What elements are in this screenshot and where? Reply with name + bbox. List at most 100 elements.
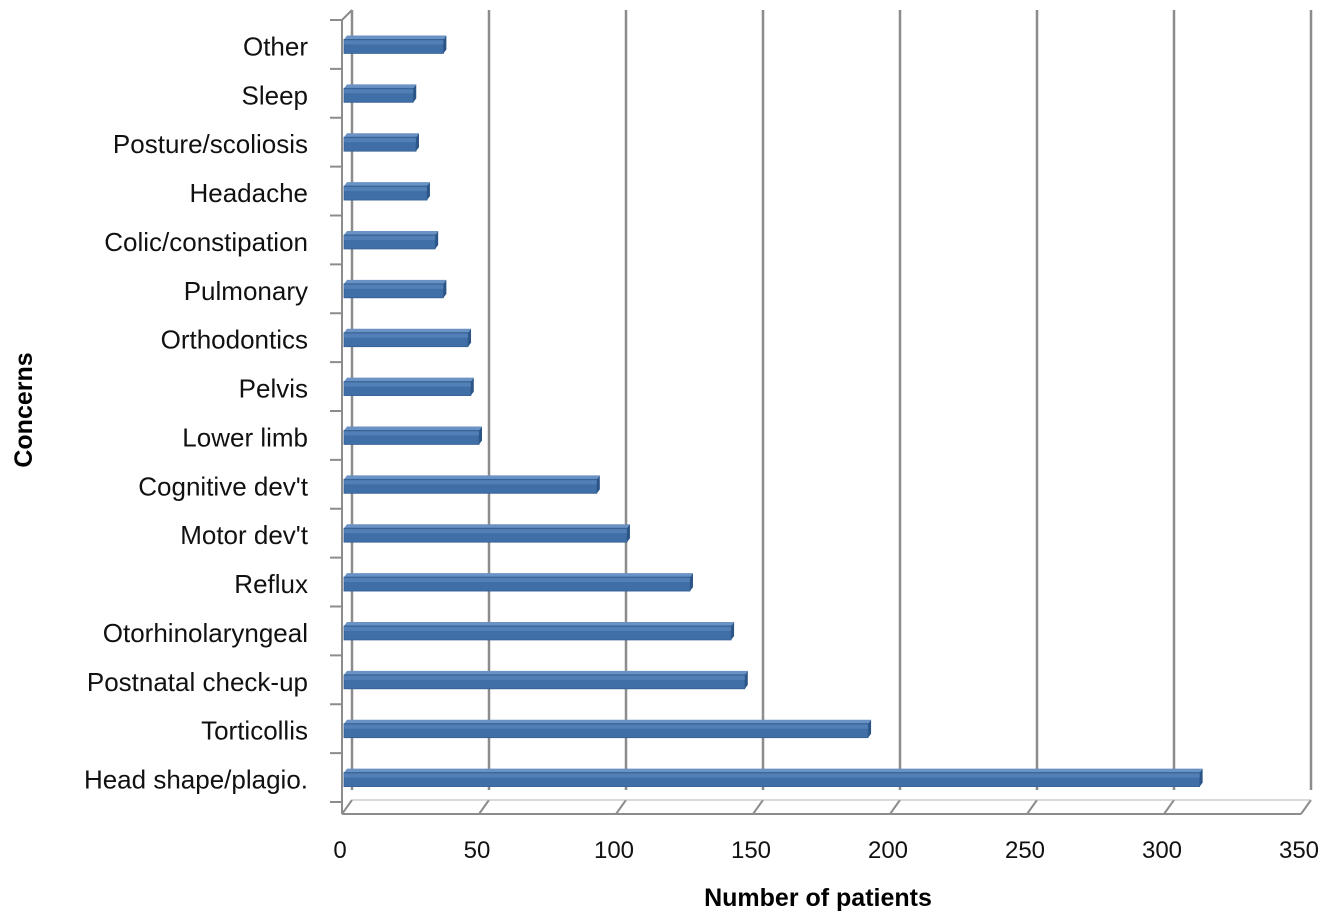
bar xyxy=(343,84,417,103)
floor-tick xyxy=(1026,799,1038,815)
bar-top-face xyxy=(344,768,1203,773)
bar-highlight xyxy=(344,529,627,534)
bar-top-face xyxy=(344,670,748,675)
bar-highlight xyxy=(344,578,690,583)
bar xyxy=(343,573,693,592)
category-label: Head shape/plagio. xyxy=(84,765,308,795)
category-label: Motor dev't xyxy=(180,520,309,550)
y-axis-top-edge xyxy=(341,9,353,21)
bar-highlight xyxy=(344,431,479,436)
bar xyxy=(343,328,472,348)
bar-top-face xyxy=(344,230,439,235)
x-tick-label: 150 xyxy=(731,837,771,864)
bar xyxy=(343,133,419,152)
x-tick-labels: 0 50 100 150 200 250 300 350 xyxy=(333,837,1319,864)
bar-side-face xyxy=(744,670,748,689)
bar-top-face xyxy=(344,133,419,138)
gridlines xyxy=(341,10,1313,815)
bar-top-face xyxy=(344,573,693,578)
bars xyxy=(343,35,1203,787)
bar-side-face xyxy=(626,524,630,543)
bar-highlight xyxy=(344,724,869,729)
bar xyxy=(343,768,1203,787)
category-label: Colic/constipation xyxy=(104,227,308,257)
category-labels: Head shape/plagio. Torticollis Postnatal c… xyxy=(84,31,309,794)
bar-top-face xyxy=(344,35,447,40)
bar-side-face xyxy=(443,35,447,54)
y-axis-title: Concerns xyxy=(10,352,38,467)
bar-top-face xyxy=(344,84,417,89)
bar-side-face xyxy=(479,426,482,445)
category-label: Cognitive dev't xyxy=(138,471,309,501)
bar xyxy=(343,377,474,396)
category-label: Posture/scoliosis xyxy=(113,129,308,159)
floor-tick xyxy=(615,799,627,815)
bar-highlight xyxy=(344,235,436,240)
bar-top-face xyxy=(344,524,630,529)
bar-side-face xyxy=(443,279,447,298)
bar-side-face xyxy=(426,182,430,201)
bar xyxy=(343,230,439,250)
bar-top-face xyxy=(344,719,872,724)
bar-top-face xyxy=(344,328,472,333)
category-label: Headache xyxy=(189,178,308,208)
bar-highlight xyxy=(344,382,471,387)
x-tick-label: 300 xyxy=(1142,837,1182,864)
floor-tick xyxy=(1300,799,1312,815)
x-tick-label: 50 xyxy=(464,837,491,864)
bar xyxy=(343,719,872,739)
bar-highlight xyxy=(344,284,444,289)
bar xyxy=(343,524,630,543)
x-tick-label: 100 xyxy=(594,837,634,864)
bar-highlight xyxy=(344,89,414,94)
bar-top-face xyxy=(344,621,735,626)
bar xyxy=(343,670,748,690)
bar-side-face xyxy=(435,230,439,249)
bar-highlight xyxy=(344,40,444,45)
bar-top-face xyxy=(344,377,474,382)
bar-highlight xyxy=(344,626,732,631)
bar-side-face xyxy=(868,719,872,738)
category-label: Orthodontics xyxy=(161,325,308,355)
floor-tick xyxy=(889,799,901,815)
category-label: Lower limb xyxy=(182,422,308,452)
floor-tick xyxy=(341,799,353,815)
bar xyxy=(343,426,482,445)
category-label: Otorhinolaryngeal xyxy=(103,618,308,648)
axes xyxy=(330,9,1311,815)
bar-highlight xyxy=(344,187,427,192)
bar-side-face xyxy=(415,133,419,152)
bar xyxy=(343,621,735,641)
bar-highlight xyxy=(344,480,597,485)
x-tick-label: 0 xyxy=(333,837,346,864)
category-label: Other xyxy=(243,31,308,61)
category-label: Pelvis xyxy=(239,374,308,404)
bar xyxy=(343,279,447,299)
bar-side-face xyxy=(689,573,693,592)
category-label: Reflux xyxy=(234,569,308,599)
bar-side-face xyxy=(468,328,472,347)
bar-highlight xyxy=(344,333,469,338)
x-axis-title: Number of patients xyxy=(704,884,932,912)
floor-tick xyxy=(752,799,764,815)
bar-highlight xyxy=(344,773,1200,778)
bar-highlight xyxy=(344,675,745,680)
bar-top-face xyxy=(344,426,482,431)
bar-top-face xyxy=(344,279,447,284)
x-tick-label: 350 xyxy=(1279,837,1319,864)
bar xyxy=(343,35,447,54)
category-label: Sleep xyxy=(242,80,309,110)
bar xyxy=(343,182,430,201)
bar-side-face xyxy=(413,84,417,103)
bar-side-face xyxy=(596,475,600,494)
bar-side-face xyxy=(470,377,474,396)
bar-highlight xyxy=(344,138,416,143)
bar-top-face xyxy=(344,182,430,187)
category-label: Torticollis xyxy=(201,716,308,746)
floor-tick xyxy=(478,799,490,815)
bar-side-face xyxy=(1199,768,1203,787)
floor-tick xyxy=(1163,799,1175,815)
x-tick-label: 200 xyxy=(868,837,908,864)
category-label: Postnatal check-up xyxy=(87,667,308,697)
